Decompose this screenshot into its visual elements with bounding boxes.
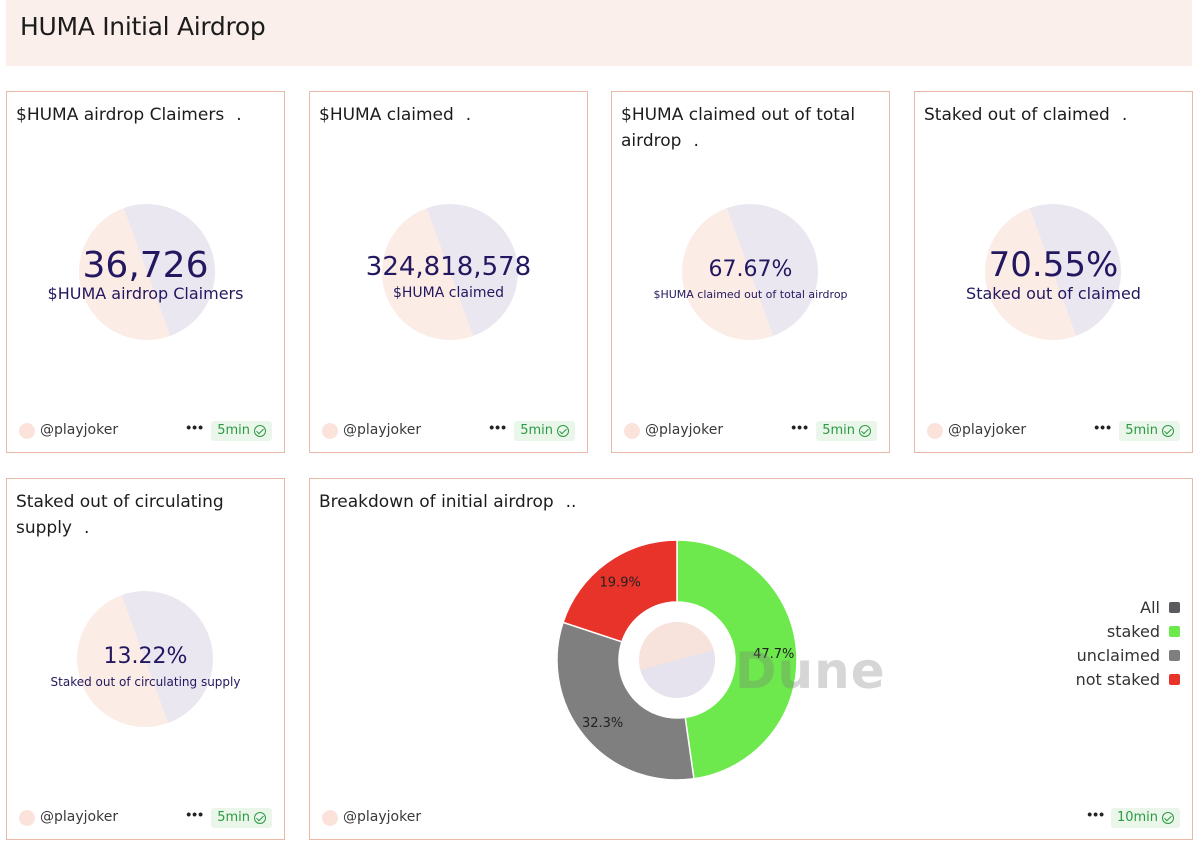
card-footer: @playjoker ••• 5min bbox=[19, 419, 272, 442]
pie-slice-staked[interactable] bbox=[676, 539, 798, 780]
card-title: Staked out of circulating supply. bbox=[16, 492, 224, 538]
card-footer: @playjoker ••• 10min bbox=[322, 806, 1180, 829]
author-link[interactable]: @playjoker bbox=[948, 422, 1027, 438]
refresh-badge[interactable]: 5min bbox=[514, 421, 575, 441]
counter-value: 70.55% bbox=[988, 245, 1119, 285]
check-circle-icon bbox=[859, 425, 871, 437]
check-circle-icon bbox=[254, 425, 266, 437]
dune-watermark: Dune bbox=[735, 642, 886, 700]
author-link[interactable]: @playjoker bbox=[645, 422, 724, 438]
dashboard-header: HUMA Initial Airdrop bbox=[6, 0, 1192, 66]
legend-item-All[interactable]: All bbox=[1076, 595, 1180, 619]
more-options-icon[interactable]: ••• bbox=[1094, 419, 1112, 435]
check-circle-icon bbox=[1162, 425, 1174, 437]
legend-item-staked[interactable]: staked bbox=[1076, 619, 1180, 643]
refresh-badge[interactable]: 5min bbox=[211, 421, 272, 441]
avatar[interactable] bbox=[322, 810, 338, 826]
legend-label: not staked bbox=[1075, 669, 1160, 689]
avatar[interactable] bbox=[19, 810, 35, 826]
dashboard-title: HUMA Initial Airdrop bbox=[20, 12, 266, 41]
counter-label: Staked out of circulating supply bbox=[50, 675, 241, 689]
more-options-icon[interactable]: ••• bbox=[186, 806, 204, 822]
more-options-icon[interactable]: ••• bbox=[791, 419, 809, 435]
counter-label: $HUMA claimed out of total airdrop bbox=[653, 288, 848, 301]
pie-slice-not-staked[interactable] bbox=[562, 539, 678, 643]
breakdown-chart-card[interactable]: Breakdown of initial airdrop.. 47.7% 32.3… bbox=[309, 478, 1193, 840]
pie-slice-unclaimed[interactable] bbox=[556, 621, 695, 781]
avatar[interactable] bbox=[322, 423, 338, 439]
refresh-badge[interactable]: 10min bbox=[1110, 808, 1180, 828]
counter-card-claimers[interactable]: $HUMA airdrop Claimers. 36,726 $HUMA air… bbox=[6, 91, 285, 453]
check-circle-icon bbox=[254, 812, 266, 824]
legend-item-not-staked[interactable]: not staked bbox=[1076, 667, 1180, 691]
author-link[interactable]: @playjoker bbox=[40, 422, 119, 438]
counter-value: 13.22% bbox=[103, 644, 188, 669]
card-footer: @playjoker ••• 5min bbox=[624, 419, 877, 442]
counter-value: 36,726 bbox=[82, 245, 209, 286]
counter-card-claimed[interactable]: $HUMA claimed. 324,818,578 $HUMA claimed… bbox=[309, 91, 588, 453]
card-title: $HUMA claimed out of total airdrop. bbox=[621, 105, 856, 151]
counter-label: $HUMA claimed bbox=[393, 285, 504, 301]
avatar[interactable] bbox=[624, 423, 640, 439]
counter-value: 67.67% bbox=[708, 257, 793, 282]
card-title: $HUMA airdrop Claimers. bbox=[16, 105, 242, 125]
card-footer: @playjoker ••• 5min bbox=[927, 419, 1180, 442]
legend-swatch bbox=[1169, 673, 1180, 685]
slice-label-staked: 47.7% bbox=[753, 647, 794, 662]
counter-card-claimed-of-total[interactable]: $HUMA claimed out of total airdrop. 67.6… bbox=[611, 91, 890, 453]
slice-label-unclaimed: 32.3% bbox=[582, 716, 623, 731]
author-link[interactable]: @playjoker bbox=[40, 809, 119, 825]
legend-label: staked bbox=[1106, 621, 1160, 641]
chart-legend: All staked unclaimed not staked bbox=[1076, 595, 1180, 691]
check-circle-icon bbox=[1162, 812, 1174, 824]
more-options-icon[interactable]: ••• bbox=[1087, 806, 1105, 822]
center-disc-shade bbox=[640, 650, 715, 698]
card-footer: @playjoker ••• 5min bbox=[19, 806, 272, 829]
legend-swatch bbox=[1169, 649, 1180, 661]
donut-chart: 47.7% 32.3% 19.9% bbox=[556, 539, 798, 781]
legend-swatch bbox=[1169, 625, 1180, 637]
author-link[interactable]: @playjoker bbox=[343, 422, 422, 438]
more-options-icon[interactable]: ••• bbox=[489, 419, 507, 435]
counter-label: $HUMA airdrop Claimers bbox=[47, 284, 244, 303]
avatar[interactable] bbox=[19, 423, 35, 439]
legend-label: All bbox=[1140, 597, 1160, 617]
avatar[interactable] bbox=[927, 423, 943, 439]
counter-card-staked-of-circulating[interactable]: Staked out of circulating supply. 13.22%… bbox=[6, 478, 285, 840]
counter-value: 324,818,578 bbox=[365, 252, 532, 282]
refresh-badge[interactable]: 5min bbox=[211, 808, 272, 828]
card-title: $HUMA claimed. bbox=[319, 105, 472, 125]
author-link[interactable]: @playjoker bbox=[343, 809, 422, 825]
refresh-badge[interactable]: 5min bbox=[816, 421, 877, 441]
check-circle-icon bbox=[557, 425, 569, 437]
legend-swatch bbox=[1169, 601, 1180, 613]
legend-item-unclaimed[interactable]: unclaimed bbox=[1076, 643, 1180, 667]
counter-card-staked-of-claimed[interactable]: Staked out of claimed. 70.55% Staked out… bbox=[914, 91, 1193, 453]
card-title: Breakdown of initial airdrop.. bbox=[319, 492, 577, 512]
slice-label-not-staked: 19.9% bbox=[600, 575, 641, 590]
card-title: Staked out of claimed. bbox=[924, 105, 1128, 125]
refresh-badge[interactable]: 5min bbox=[1119, 421, 1180, 441]
card-footer: @playjoker ••• 5min bbox=[322, 419, 575, 442]
legend-label: unclaimed bbox=[1076, 645, 1160, 665]
more-options-icon[interactable]: ••• bbox=[186, 419, 204, 435]
counter-label: Staked out of claimed bbox=[966, 284, 1141, 303]
